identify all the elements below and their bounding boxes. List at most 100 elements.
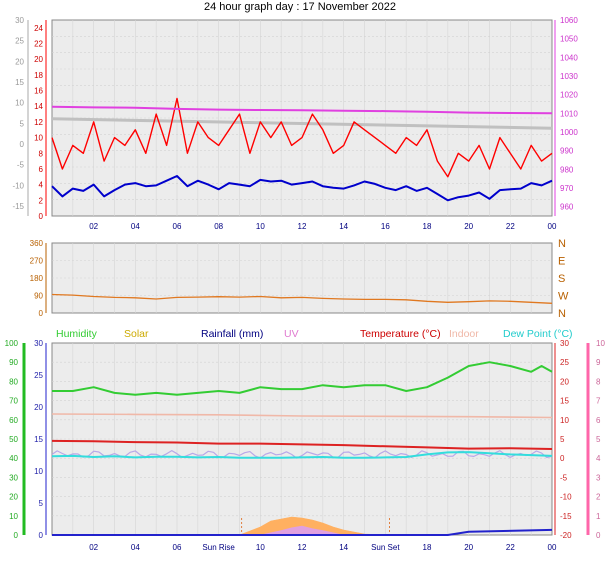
- dew-point-series: [51, 451, 553, 459]
- baro-tick-label: 1040: [560, 53, 578, 62]
- wind-tick-label: 12: [34, 118, 43, 127]
- temp-x-tick-3: Sun Rise: [202, 543, 235, 552]
- temperature-series: [51, 439, 553, 450]
- temp-x-tick-11: 00: [548, 543, 557, 552]
- wind-x-tick-5: 12: [298, 222, 307, 231]
- legend-indoor: Indoor: [449, 328, 479, 340]
- direction-tick-label: 90: [34, 292, 43, 301]
- baro-tick-label: 1030: [560, 72, 578, 81]
- direction-tick-label: 0: [39, 309, 44, 318]
- wind-x-tick-2: 06: [173, 222, 182, 231]
- baro-tick-label: 990: [560, 147, 574, 156]
- outer-left-tick-label: 20: [15, 57, 24, 66]
- baro-tick-label: 1060: [560, 16, 578, 25]
- wind-tick-label: 22: [34, 40, 43, 49]
- temp-x-tick-8: 18: [423, 543, 432, 552]
- legend-temperature-c: Temperature (°C): [360, 328, 441, 340]
- baro-tick-label: 1000: [560, 128, 578, 137]
- wind-tick-label: 24: [34, 24, 43, 33]
- compass-label: E: [558, 256, 565, 268]
- uv-tick-label: 3: [596, 473, 601, 482]
- wind-tick-label: 14: [34, 102, 43, 111]
- rainfall-tick-label: 15: [34, 435, 43, 444]
- outer-left-tick-label: -5: [17, 161, 25, 170]
- temperature-tick-label: 30: [560, 339, 569, 348]
- outer-left-tick-label: 0: [20, 140, 25, 149]
- page-title: 24 hour graph day : 17 November 2022: [204, 1, 396, 13]
- humidity-series: [52, 361, 553, 396]
- direction-tick-label: 270: [30, 257, 44, 266]
- wind-direction-series: [51, 293, 553, 304]
- legend-humidity: Humidity: [56, 328, 98, 340]
- temp-x-tick-6: 14: [339, 543, 348, 552]
- wind-x-tick-7: 16: [381, 222, 390, 231]
- temp-x-tick-9: 20: [464, 543, 473, 552]
- baro-tick-label: 960: [560, 203, 574, 212]
- uv-tick-label: 0: [596, 531, 601, 540]
- uv-tick-label: 5: [596, 435, 601, 444]
- rainfall-tick-label: 5: [39, 499, 44, 508]
- baro-tick-label: 970: [560, 184, 574, 193]
- wind-tick-label: 6: [39, 165, 44, 174]
- humidity-tick-label: 30: [9, 473, 18, 482]
- temperature-tick-label: -15: [560, 512, 572, 521]
- humidity-tick-label: 0: [14, 531, 19, 540]
- wind-tick-label: 2: [39, 196, 44, 205]
- compass-label: N: [558, 308, 566, 320]
- temperature-tick-label: 10: [560, 416, 569, 425]
- temp-x-tick-2: 06: [173, 543, 182, 552]
- compass-label: W: [558, 291, 569, 303]
- baro-tick-label: 1010: [560, 109, 578, 118]
- humidity-tick-label: 100: [5, 339, 19, 348]
- rainfall-tick-label: 10: [34, 467, 43, 476]
- uv-tick-label: 9: [596, 358, 601, 367]
- wind-series: [51, 97, 553, 178]
- wind-tick-label: 8: [39, 149, 44, 158]
- temperature-tick-label: -5: [560, 473, 568, 482]
- temperature-tick-label: 0: [560, 454, 565, 463]
- legend-rainfall-mm: Rainfall (mm): [201, 328, 263, 340]
- wind-tick-label: 0: [39, 212, 44, 221]
- wind-x-tick-8: 18: [423, 222, 432, 231]
- temp-x-tick-0: 02: [89, 543, 98, 552]
- humidity-tick-label: 20: [9, 493, 18, 502]
- baro-tick-label: 980: [560, 165, 574, 174]
- wind-x-tick-3: 08: [214, 222, 223, 231]
- legend-solar: Solar: [124, 328, 149, 340]
- wind-x-tick-0: 02: [89, 222, 98, 231]
- wind-x-tick-11: 00: [548, 222, 557, 231]
- uv-tick-label: 2: [596, 493, 601, 502]
- wind-tick-label: 18: [34, 71, 43, 80]
- rainfall-tick-label: 0: [39, 531, 44, 540]
- temp-x-tick-4: 10: [256, 543, 265, 552]
- direction-tick-label: 180: [30, 274, 44, 283]
- outer-left-tick-label: 30: [15, 16, 24, 25]
- outer-left-tick-label: 5: [20, 119, 25, 128]
- rainfall-tick-label: 30: [34, 339, 43, 348]
- uv-tick-label: 1: [596, 512, 601, 521]
- wind-tick-label: 20: [34, 55, 43, 64]
- direction-tick-label: 360: [30, 239, 44, 248]
- rainfall-tick-label: 25: [34, 371, 43, 380]
- compass-label: N: [558, 238, 566, 250]
- wind-x-tick-10: 22: [506, 222, 515, 231]
- wind-x-tick-4: 10: [256, 222, 265, 231]
- temp-x-tick-7: Sun Set: [371, 543, 400, 552]
- wind-x-tick-6: 14: [339, 222, 348, 231]
- legend-uv: UV: [284, 328, 299, 340]
- temperature-tick-label: 25: [560, 358, 569, 367]
- humidity-tick-label: 90: [9, 358, 18, 367]
- temperature-tick-label: 5: [560, 435, 565, 444]
- outer-left-tick-label: 15: [15, 78, 24, 87]
- outline-series: [51, 117, 553, 130]
- baro-tick-label: 1020: [560, 91, 578, 100]
- rainfall-series: [52, 528, 553, 536]
- wind-average-series: [51, 175, 553, 202]
- humidity-tick-label: 60: [9, 416, 18, 425]
- temp-x-tick-1: 04: [131, 543, 140, 552]
- baro-tick-label: 1050: [560, 35, 578, 44]
- uv-tick-label: 7: [596, 397, 601, 406]
- humidity-tick-label: 50: [9, 435, 18, 444]
- temperature-tick-label: -10: [560, 493, 572, 502]
